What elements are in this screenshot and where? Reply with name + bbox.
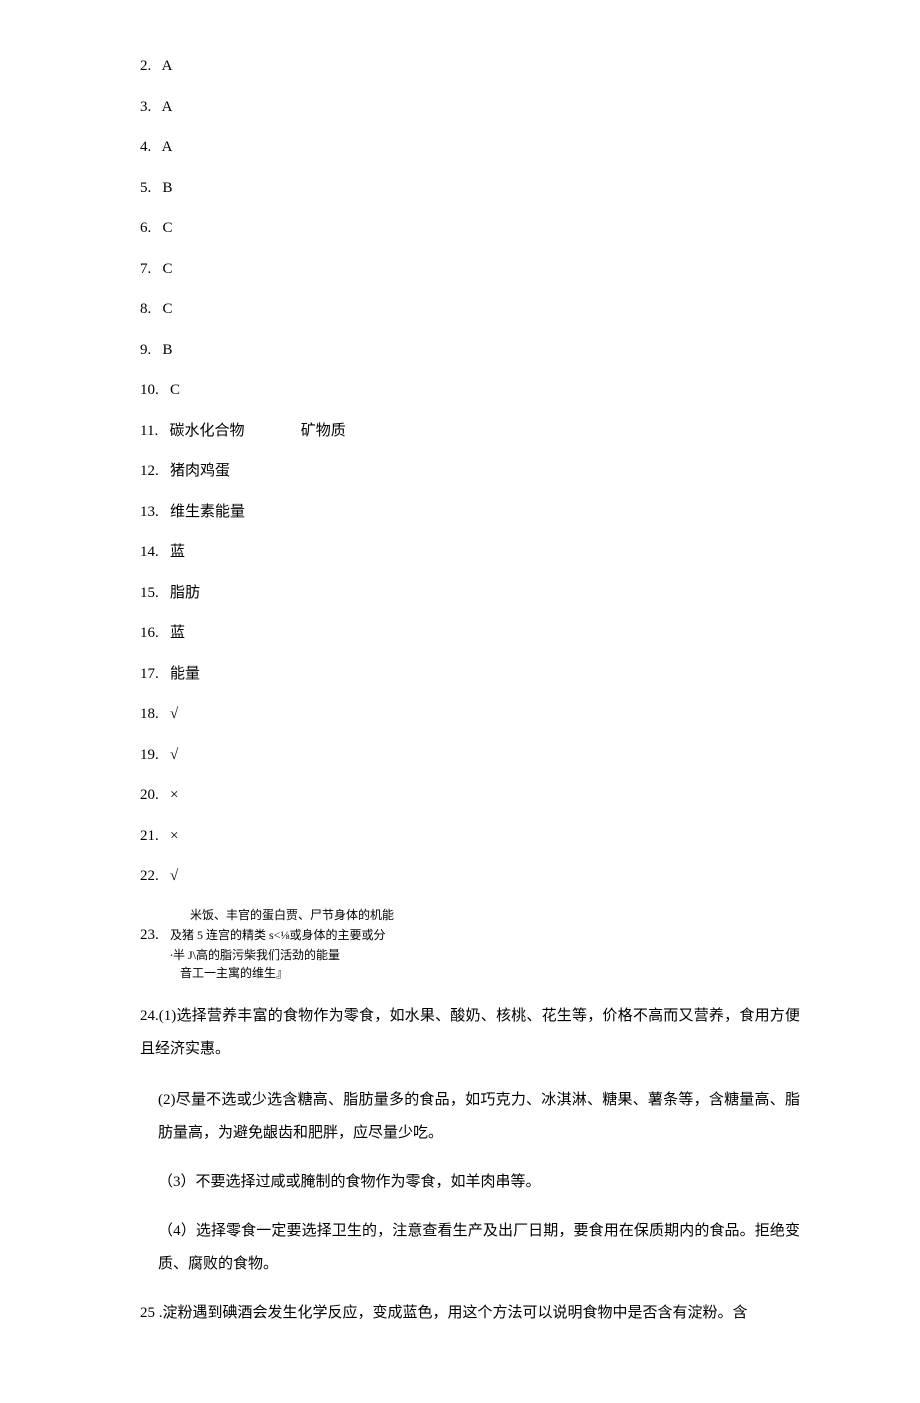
answer-item-3: 3. A: [140, 96, 800, 119]
answer-item-13: 13. 维生素能量: [140, 501, 800, 524]
answer-item-11: 11. 碳水化合物 矿物质: [140, 420, 800, 443]
answer-item-21: 21. ×: [140, 825, 800, 848]
answer-item-17: 17. 能量: [140, 663, 800, 686]
answer-item-18: 18. √: [140, 703, 800, 726]
q24-part1: 24.(1)选择营养丰富的食物作为零食，如水果、酸奶、核桃、花生等，价格不高而又…: [140, 1000, 800, 1066]
q23-line1: 米饭、丰官的蛋白贾、尸节身体的机能: [190, 906, 800, 924]
answer-item-16: 16. 蓝: [140, 622, 800, 645]
q23-line3: ∙半 J\高的脂污柴我们活劲的能量: [170, 946, 800, 964]
q24-part2: (2)尽量不选或少选含糖高、脂肪量多的食品，如巧克力、冰淇淋、糖果、薯条等，含糖…: [158, 1084, 800, 1150]
answer-item-7: 7. C: [140, 258, 800, 281]
answer-item-15: 15. 脂肪: [140, 582, 800, 605]
answer-item-22: 22. √: [140, 865, 800, 888]
q23-line2: 23. 及猪 5 连宫的精类 s<⅛或身体的主要或分: [140, 924, 800, 947]
answer-item-19: 19. √: [140, 744, 800, 767]
answer-item-5: 5. B: [140, 177, 800, 200]
q23-line2-prefix: 23.: [140, 927, 170, 943]
q24-part4: （4）选择零食一定要选择卫生的，注意查看生产及出厂日期，要食用在保质期内的食品。…: [158, 1215, 800, 1281]
answer-item-9: 9. B: [140, 339, 800, 362]
answers-list: 2. A 3. A 4. A 5. B 6. C 7. C 8. C 9. B 10. C 11.…: [140, 55, 800, 888]
answer-item-14: 14. 蓝: [140, 541, 800, 564]
question-23-block: 米饭、丰官的蛋白贾、尸节身体的机能 23. 及猪 5 连宫的精类 s<⅛或身体的…: [140, 906, 800, 983]
answer-item-8: 8. C: [140, 298, 800, 321]
answer-item-4: 4. A: [140, 136, 800, 159]
q25-text: 25 .淀粉遇到碘酒会发生化学反应，变成蓝色，用这个方法可以说明食物中是否含有淀…: [140, 1297, 800, 1330]
q24-part3: （3）不要选择过咸或腌制的食物作为零食，如羊肉串等。: [158, 1166, 800, 1199]
answer-item-6: 6. C: [140, 217, 800, 240]
q23-line2-text: 及猪 5 连宫的精类 s<⅛或身体的主要或分: [170, 928, 385, 942]
q23-line4: 音工一主寓的维生』: [180, 964, 800, 982]
answer-item-20: 20. ×: [140, 784, 800, 807]
answer-item-12: 12. 猪肉鸡蛋: [140, 460, 800, 483]
answer-item-2: 2. A: [140, 55, 800, 78]
answer-item-10: 10. C: [140, 379, 800, 402]
